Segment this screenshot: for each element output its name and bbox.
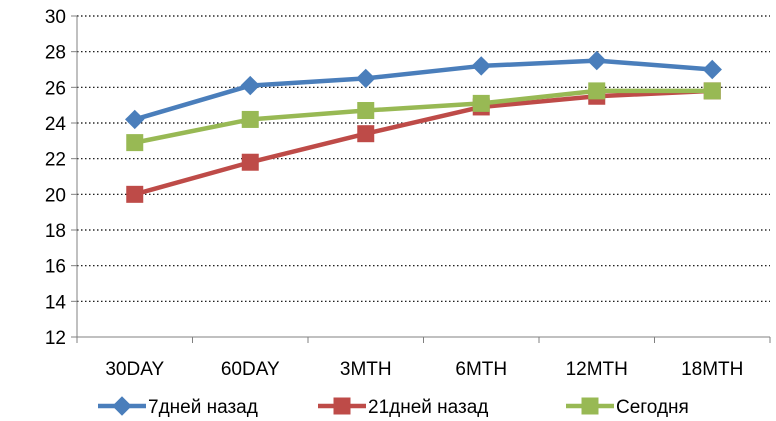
y-tick-label: 26 — [45, 78, 66, 99]
gridlines — [77, 15, 770, 302]
data-point — [241, 110, 259, 128]
x-tick-label: 3MTH — [340, 359, 392, 380]
data-point — [125, 109, 145, 130]
series-1 — [125, 50, 722, 130]
data-point — [587, 50, 607, 71]
series-2 — [126, 82, 721, 203]
series-line — [134, 88, 713, 197]
data-point — [588, 82, 606, 100]
y-tick-label: 20 — [45, 185, 66, 206]
series-line — [134, 58, 713, 122]
series-3 — [126, 82, 721, 152]
series-line — [134, 88, 713, 145]
data-point — [357, 102, 375, 120]
x-tick-label: 12MTH — [566, 359, 628, 380]
data-point — [356, 68, 376, 89]
legend-item: 7дней назад — [98, 396, 258, 418]
legend-marker — [333, 397, 351, 415]
legend-marker — [112, 396, 132, 416]
data-point — [126, 185, 144, 203]
x-tick-label: 18MTH — [681, 359, 743, 380]
data-point — [240, 75, 260, 96]
data-point — [126, 134, 144, 152]
legend: 7дней назад 21дней назад Сегодня — [98, 396, 689, 418]
data-point — [702, 59, 722, 80]
legend-label: 7дней назад — [148, 397, 258, 418]
data-point — [241, 153, 259, 171]
y-tick-labels: 12 14 16 18 20 22 24 26 28 30 — [45, 7, 67, 349]
data-point — [471, 56, 491, 76]
y-tick-label: 14 — [45, 292, 67, 313]
legend-item: Сегодня — [566, 397, 689, 418]
axes — [71, 15, 771, 343]
x-tick-label: 6MTH — [455, 359, 507, 380]
data-point — [472, 94, 490, 112]
y-tick-label: 22 — [45, 150, 66, 171]
data-point — [357, 125, 375, 143]
x-tick-label: 60DAY — [221, 359, 280, 380]
y-tick-label: 28 — [45, 43, 66, 64]
data-point — [703, 82, 721, 100]
y-tick-label: 30 — [45, 7, 66, 28]
y-tick-label: 18 — [45, 221, 66, 242]
x-tick-labels: 30DAY 60DAY 3MTH 6MTH 12MTH 18MTH — [105, 359, 743, 380]
legend-label: Сегодня — [616, 397, 689, 418]
legend-label: 21дней назад — [368, 397, 488, 418]
legend-item: 21дней назад — [318, 397, 488, 418]
x-tick-label: 30DAY — [105, 359, 164, 380]
y-tick-label: 12 — [45, 328, 66, 349]
series-group — [125, 50, 722, 203]
y-tick-label: 16 — [45, 257, 66, 278]
y-tick-label: 24 — [45, 114, 67, 135]
legend-marker — [581, 397, 599, 415]
